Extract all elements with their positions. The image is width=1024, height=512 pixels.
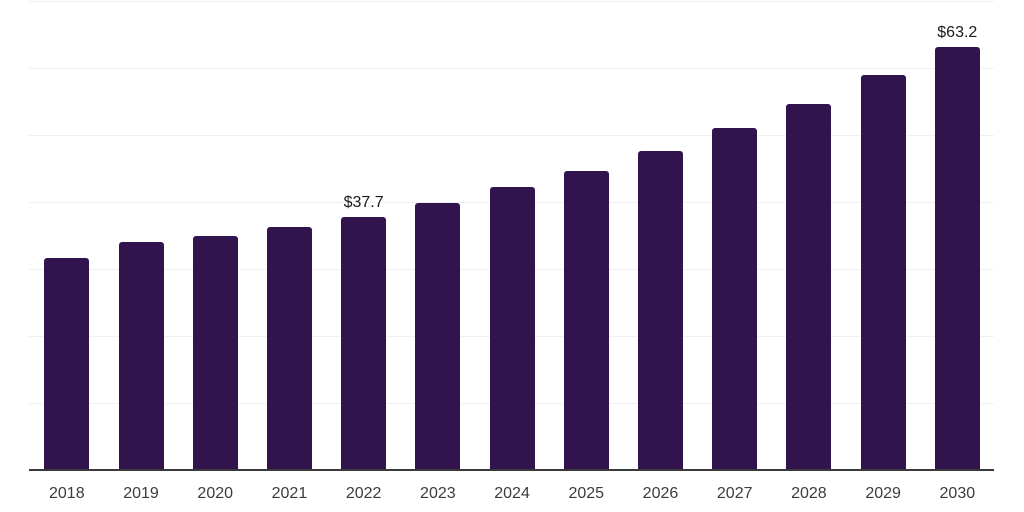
x-tick-label-2023: 2023 <box>420 485 456 502</box>
gridline-70 <box>29 1 994 2</box>
x-tick-label-2029: 2029 <box>865 485 901 502</box>
bar-2030 <box>934 46 980 469</box>
x-tick-label-2027: 2027 <box>716 485 753 502</box>
bar-2029 <box>860 75 906 469</box>
bar-2018 <box>44 258 90 469</box>
bar-value-label-2030: $63.2 <box>937 23 978 41</box>
bar-2026 <box>637 151 683 469</box>
x-tick-label-2028: 2028 <box>791 485 827 502</box>
bar-2025 <box>563 170 609 469</box>
bar-2019 <box>118 242 164 469</box>
bar-2023 <box>415 203 461 469</box>
x-tick-label-2022: 2022 <box>345 485 382 502</box>
x-tick-label-2018: 2018 <box>49 485 85 502</box>
bar-2020 <box>192 236 238 469</box>
bar-2024 <box>489 187 535 469</box>
x-tick-label-2021: 2021 <box>271 485 308 502</box>
x-axis-line <box>29 469 994 471</box>
bar-2027 <box>712 127 758 469</box>
bar-2022 <box>341 217 387 469</box>
gridline-50 <box>29 135 994 136</box>
x-tick-label-2019: 2019 <box>123 485 159 502</box>
x-tick-label-2020: 2020 <box>197 485 234 502</box>
x-tick-label-2025: 2025 <box>568 485 605 502</box>
x-tick-label-2024: 2024 <box>494 485 530 502</box>
gridline-60 <box>29 68 994 69</box>
bar-2028 <box>786 103 832 469</box>
x-tick-label-2026: 2026 <box>642 485 679 502</box>
x-tick-label-2030: 2030 <box>939 485 976 502</box>
bar-value-label-2022: $37.7 <box>343 194 384 212</box>
bar-2021 <box>266 227 312 469</box>
